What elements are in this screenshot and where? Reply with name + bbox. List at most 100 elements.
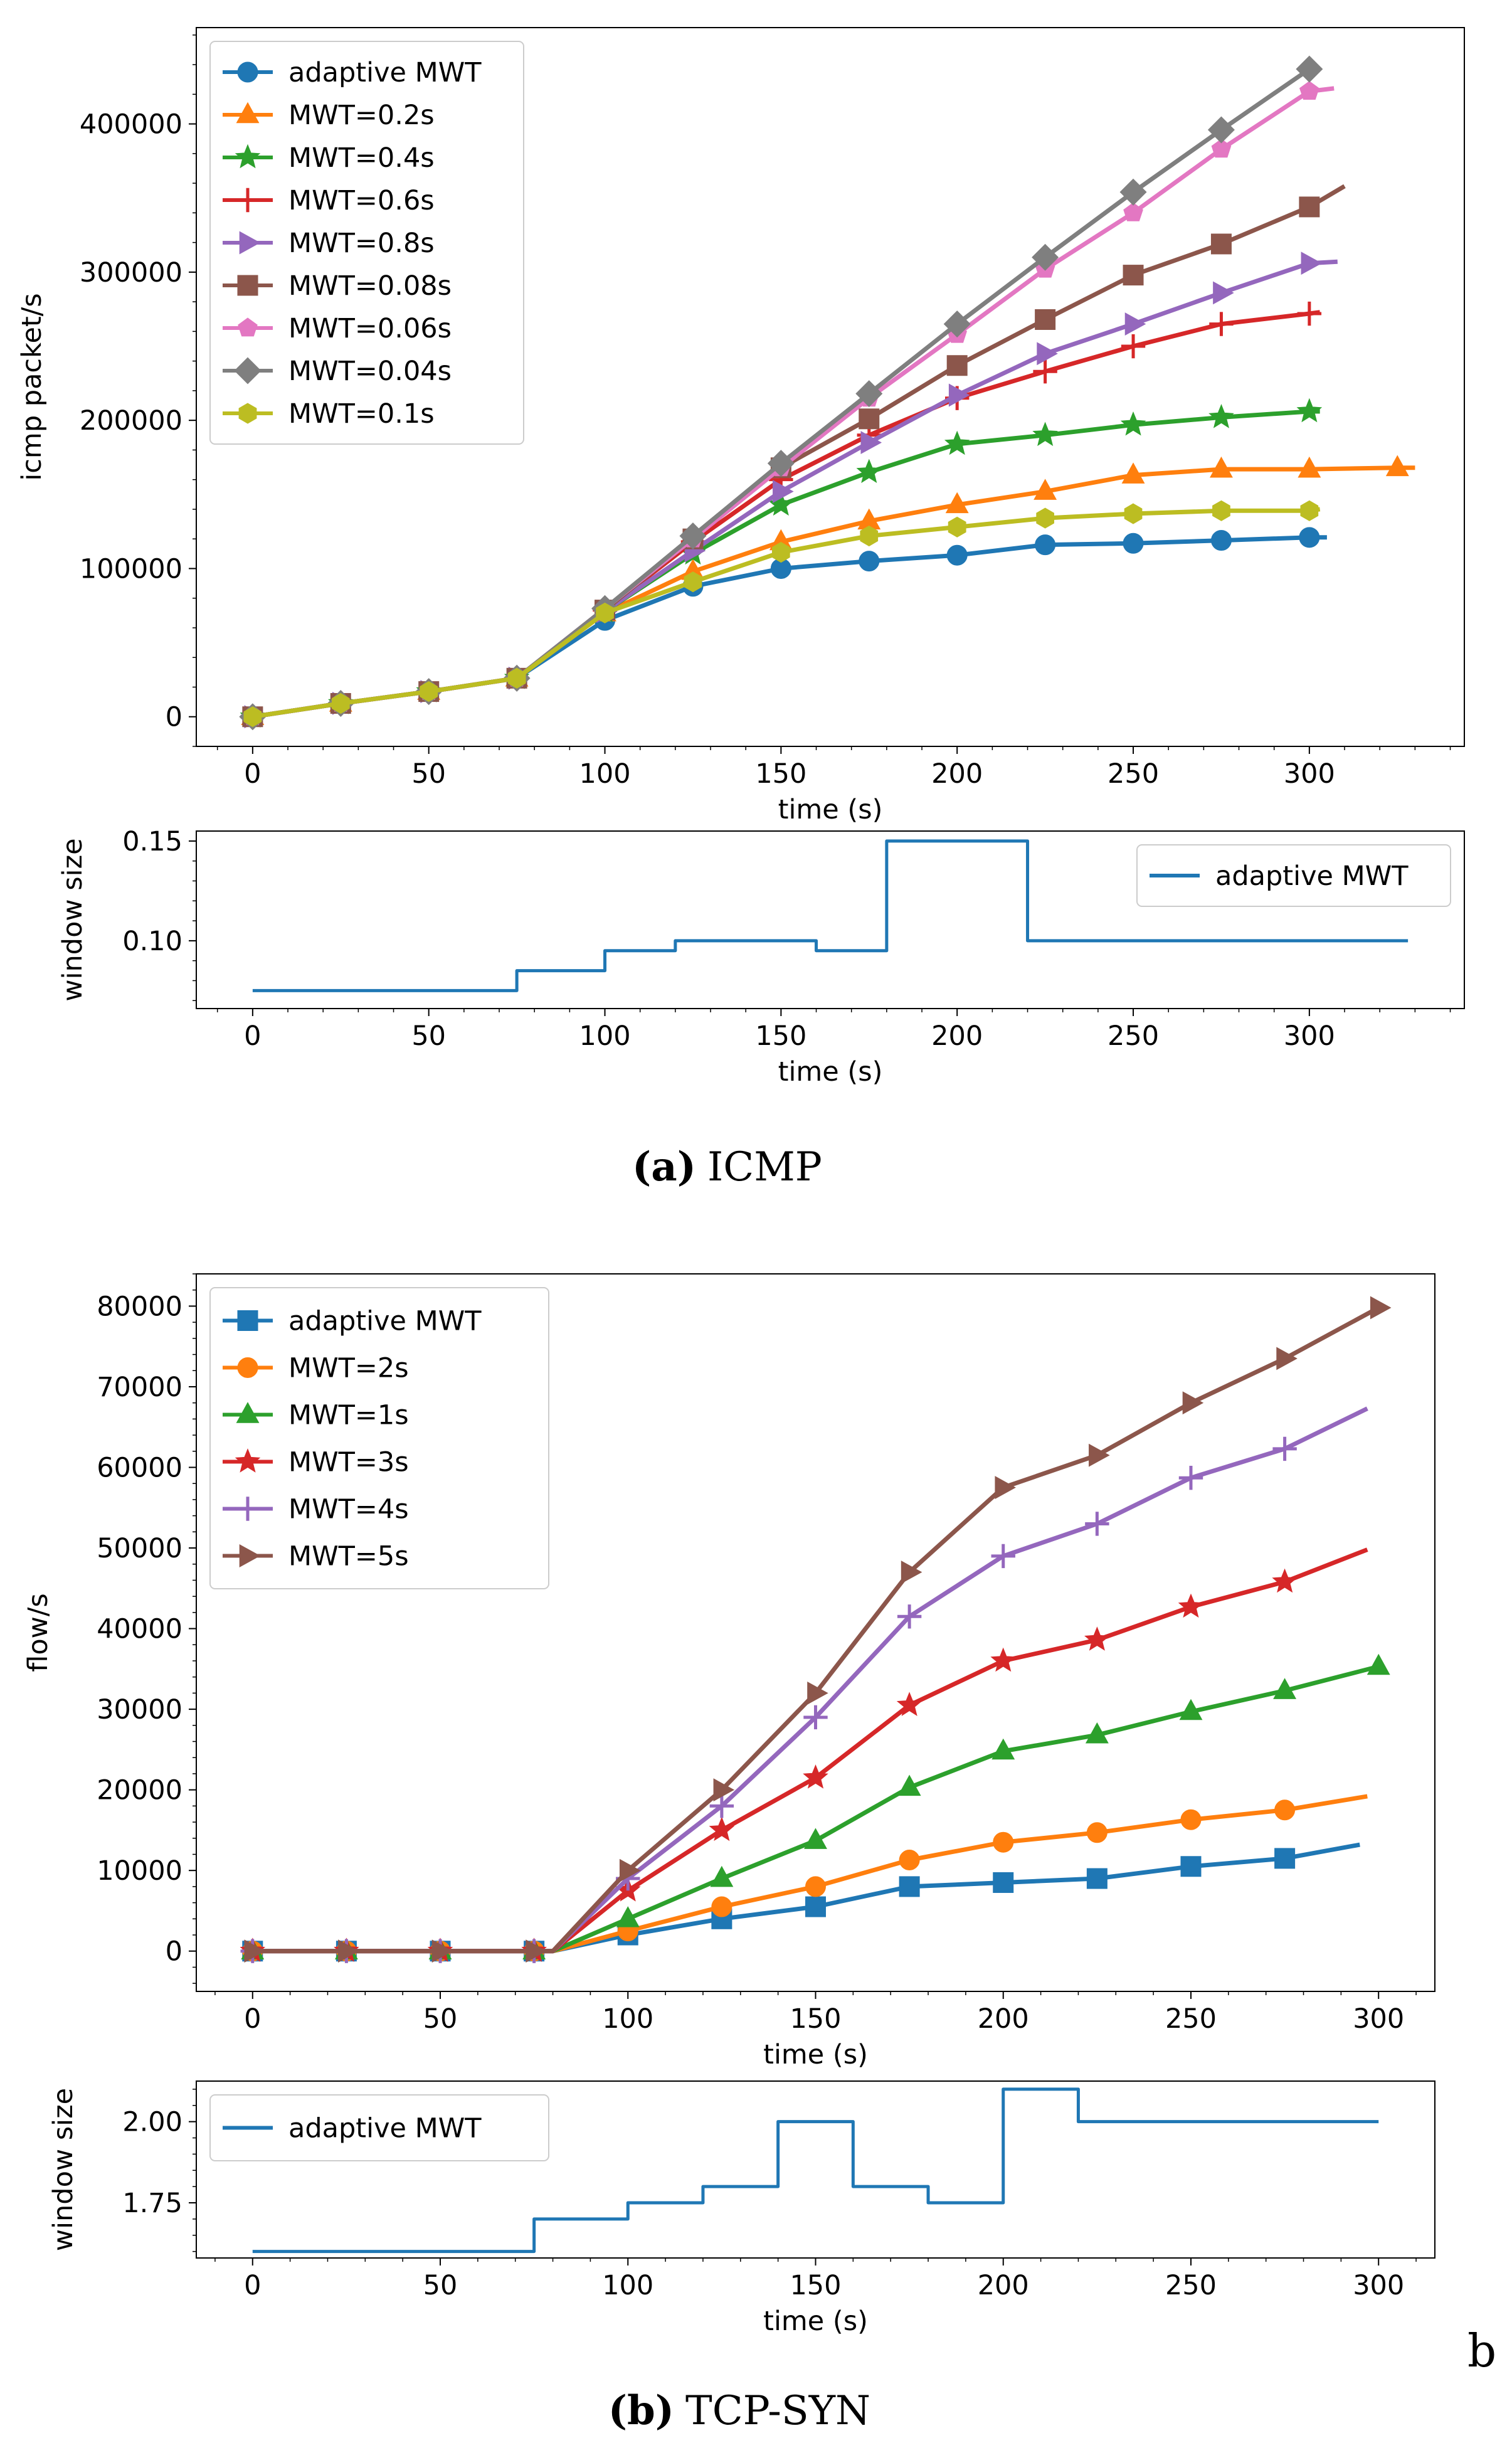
data-point bbox=[1208, 404, 1234, 428]
data-point bbox=[1274, 1799, 1296, 1821]
data-point bbox=[1121, 334, 1146, 359]
x-tick-label: 200 bbox=[978, 2270, 1029, 2301]
legend-label: MWT=5s bbox=[288, 1541, 409, 1572]
legend-label: adaptive MWT bbox=[1215, 861, 1409, 892]
legend-marker bbox=[237, 1357, 258, 1378]
x-tick-label: 200 bbox=[931, 758, 983, 790]
y-axis-label: flow/s bbox=[23, 1593, 54, 1672]
data-point bbox=[1034, 479, 1057, 500]
data-point bbox=[1089, 1443, 1110, 1467]
y-tick-label: 40000 bbox=[97, 1614, 182, 1645]
legend-label: MWT=0.2s bbox=[288, 100, 435, 131]
data-point bbox=[948, 516, 966, 538]
data-point bbox=[1123, 533, 1144, 554]
data-point bbox=[990, 1647, 1017, 1672]
data-point bbox=[859, 408, 880, 430]
x-tick-label: 50 bbox=[411, 758, 446, 790]
data-point bbox=[1178, 1466, 1203, 1490]
legend-entry: MWT=0.1s bbox=[223, 398, 435, 430]
data-point bbox=[1085, 1722, 1109, 1744]
data-point bbox=[1085, 1512, 1109, 1536]
series-mwt-0-1s bbox=[243, 500, 1321, 728]
x-tick-label: 50 bbox=[423, 2270, 458, 2301]
x-tick-label: 200 bbox=[978, 2003, 1029, 2035]
x-axis-label: time (s) bbox=[778, 1056, 883, 1088]
legend-marker bbox=[237, 61, 258, 83]
legend-entry: MWT=0.08s bbox=[223, 270, 452, 302]
legend-entry: MWT=0.2s bbox=[223, 100, 435, 131]
y-tick-label: 1.75 bbox=[122, 2188, 182, 2219]
data-point bbox=[338, 1939, 359, 1963]
x-tick-label: 300 bbox=[1284, 1020, 1335, 1052]
legend-entry: adaptive MWT bbox=[223, 1306, 482, 1337]
legend-entry: MWT=0.6s bbox=[223, 185, 435, 216]
x-tick-label: 250 bbox=[1108, 758, 1159, 790]
data-point bbox=[1273, 1678, 1297, 1699]
x-tick-label: 150 bbox=[755, 758, 806, 790]
data-point bbox=[1272, 1568, 1298, 1593]
data-point bbox=[1032, 243, 1059, 271]
data-point bbox=[803, 1705, 828, 1730]
data-point bbox=[943, 310, 971, 338]
data-point bbox=[1213, 281, 1234, 305]
x-tick-label: 150 bbox=[790, 2270, 841, 2301]
x-tick-label: 250 bbox=[1108, 1020, 1159, 1052]
data-point bbox=[1299, 80, 1319, 100]
legend-marker bbox=[237, 275, 258, 296]
data-point bbox=[768, 491, 794, 516]
data-point bbox=[993, 1872, 1014, 1893]
legend: adaptive MWT MWT=2s MWT=1s MWT=3s MWT=4s MWT=… bbox=[209, 1287, 549, 1589]
legend-entry: MWT=5s bbox=[223, 1541, 409, 1572]
x-tick-label: 150 bbox=[755, 1020, 806, 1052]
y-tick-label: 0 bbox=[166, 702, 182, 733]
data-point bbox=[803, 1764, 828, 1789]
legend-entry: MWT=0.04s bbox=[223, 356, 452, 387]
y-tick-label: 70000 bbox=[97, 1372, 182, 1403]
data-point bbox=[901, 1561, 923, 1584]
data-point bbox=[1086, 1822, 1108, 1843]
data-point bbox=[805, 1896, 826, 1917]
syn-window-plot: 0 50 100 150 200 250 300 1.75 2.00 time (s) window… bbox=[48, 2080, 1435, 2337]
legend-label: MWT=0.4s bbox=[288, 142, 435, 174]
data-point bbox=[616, 1906, 640, 1927]
y-tick-label: 300000 bbox=[80, 257, 182, 289]
legend-label: adaptive MWT bbox=[288, 2113, 482, 2144]
y-tick-label: 0.15 bbox=[122, 826, 182, 857]
series-line bbox=[252, 839, 1409, 992]
x-tick-label: 0 bbox=[244, 2003, 261, 2035]
icmp-main-plot: 0 50 100 150 200 250 300 0 100000 200000 300000 400… bbox=[16, 27, 1465, 825]
data-point bbox=[1120, 411, 1146, 436]
data-point bbox=[684, 571, 702, 593]
icmp-window-plot: 0 50 100 150 200 250 300 0.10 0.15 time (s) window… bbox=[57, 826, 1465, 1088]
y-tick-label: 0.10 bbox=[122, 926, 182, 957]
data-point bbox=[1035, 534, 1056, 556]
legend-label: adaptive MWT bbox=[288, 57, 482, 88]
y-axis-label: window size bbox=[57, 838, 88, 1001]
x-tick-label: 250 bbox=[1165, 2270, 1217, 2301]
data-point bbox=[804, 1828, 827, 1849]
legend-entry: MWT=2s bbox=[223, 1353, 409, 1384]
data-point bbox=[897, 1604, 922, 1629]
data-point bbox=[1035, 309, 1056, 330]
data-point bbox=[993, 1831, 1014, 1853]
data-point bbox=[711, 1896, 732, 1917]
legend-marker bbox=[235, 1448, 261, 1473]
y-tick-label: 2.00 bbox=[122, 2107, 182, 2138]
caption-b-label: (b) bbox=[608, 2387, 674, 2434]
legend-marker bbox=[235, 1497, 260, 1521]
x-tick-label: 100 bbox=[579, 758, 630, 790]
y-tick-label: 100000 bbox=[80, 553, 182, 585]
x-tick-label: 200 bbox=[931, 1020, 983, 1052]
data-point bbox=[1123, 265, 1144, 286]
x-tick-label: 100 bbox=[602, 2270, 653, 2301]
data-point bbox=[1274, 1848, 1296, 1869]
data-point bbox=[1210, 456, 1233, 478]
legend-label: MWT=0.04s bbox=[288, 356, 452, 387]
legend-marker bbox=[239, 1544, 261, 1567]
y-axis-label: icmp packet/s bbox=[16, 293, 48, 480]
data-point bbox=[244, 1939, 266, 1963]
data-point bbox=[1299, 196, 1320, 218]
legend-label: MWT=1s bbox=[288, 1400, 409, 1431]
data-point bbox=[709, 1816, 735, 1842]
legend-box bbox=[209, 41, 524, 445]
